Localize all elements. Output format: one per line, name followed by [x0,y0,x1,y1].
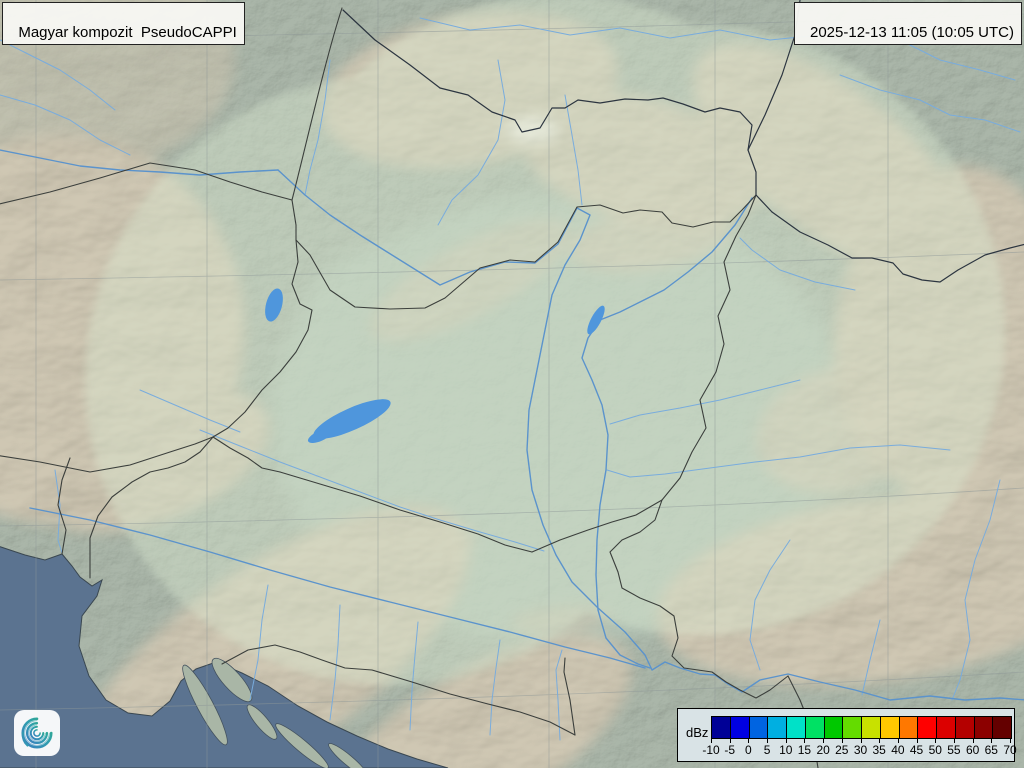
product-label-text: Magyar kompozit PseudoCAPPI [18,24,237,41]
product-label: Magyar kompozit PseudoCAPPI [2,2,245,45]
legend-color-cell [786,717,805,738]
lake-ferto [265,288,283,322]
legend-tick-label: 55 [947,743,961,757]
legend-color-cell [954,717,974,738]
legend-color-cell [842,717,861,738]
legend-tick-label: 10 [779,743,793,757]
legend-color-cell [729,717,749,738]
legend-tick [711,738,712,743]
lake-balaton [313,399,391,439]
legend-color-cell [936,717,955,738]
legend-tick [823,738,825,743]
river-layer [0,17,1024,741]
legend-tick-label: 15 [797,743,812,757]
legend-tick [767,738,769,743]
legend-tick [897,738,899,743]
legend-tick [860,738,862,743]
legend-color-cell [879,717,899,738]
legend-tick [953,738,955,743]
met-service-logo [14,710,60,756]
legend-tick [785,738,787,743]
lake-layer [265,288,605,443]
legend-tick-label: -10 [702,743,720,757]
legend-color-cell [898,717,918,738]
legend-tick [935,738,937,743]
legend-color-cell [973,717,993,738]
legend-tick [916,738,918,743]
legend-tick [729,738,731,743]
legend-tick-label: 60 [965,743,980,757]
legend-tick-label: 70 [1003,743,1017,757]
lake-tisza [587,305,605,335]
legend-tick-label: -5 [724,743,736,757]
legend-unit-label: dBz [686,725,709,740]
legend-tick [804,738,806,743]
legend-tick-label: 40 [891,743,905,757]
legend-color-cell [767,717,786,738]
legend-tick [841,738,843,743]
legend-scale: -10 -5 0 5 10 15 20 25 30 35 40 45 50 55 60 65 70 [678,709,1017,761]
legend-tick-label: 20 [816,743,830,757]
legend-tick-label: 25 [835,743,849,757]
legend-color-cell [748,717,768,738]
legend-bar [711,716,1012,739]
dbz-legend-panel: dBz -10 -5 0 5 10 15 20 25 30 35 40 45 50 55 60 65 70 [677,708,1017,762]
legend-tick [991,738,993,743]
legend-tick-label: 65 [984,743,998,757]
legend-color-cell [804,717,824,738]
adriatic-sea [0,546,449,768]
legend-tick [1010,738,1011,743]
legend-tick-label: 0 [745,743,752,757]
legend-color-cell [823,717,843,738]
timestamp-label: 2025-12-13 11:05 (10:05 UTC) [793,2,1022,45]
legend-color-cell [861,717,880,738]
legend-color-cell [992,717,1011,738]
legend-tick-label: 45 [909,743,924,757]
legend-color-cell [917,717,936,738]
legend-tick-label: 50 [928,743,942,757]
legend-tick-label: 30 [853,743,868,757]
legend-tick-label: 5 [763,743,771,757]
legend-color-cell [712,717,730,738]
spiral-swirl-logo-icon [21,717,53,749]
legend-tick [972,738,974,743]
legend-tick [879,738,881,743]
timestamp-text: 2025-12-13 11:05 (10:05 UTC) [809,24,1014,41]
radar-coverage-area [85,0,1005,685]
legend-tick [748,738,750,743]
legend-tick-label: 35 [872,743,886,757]
